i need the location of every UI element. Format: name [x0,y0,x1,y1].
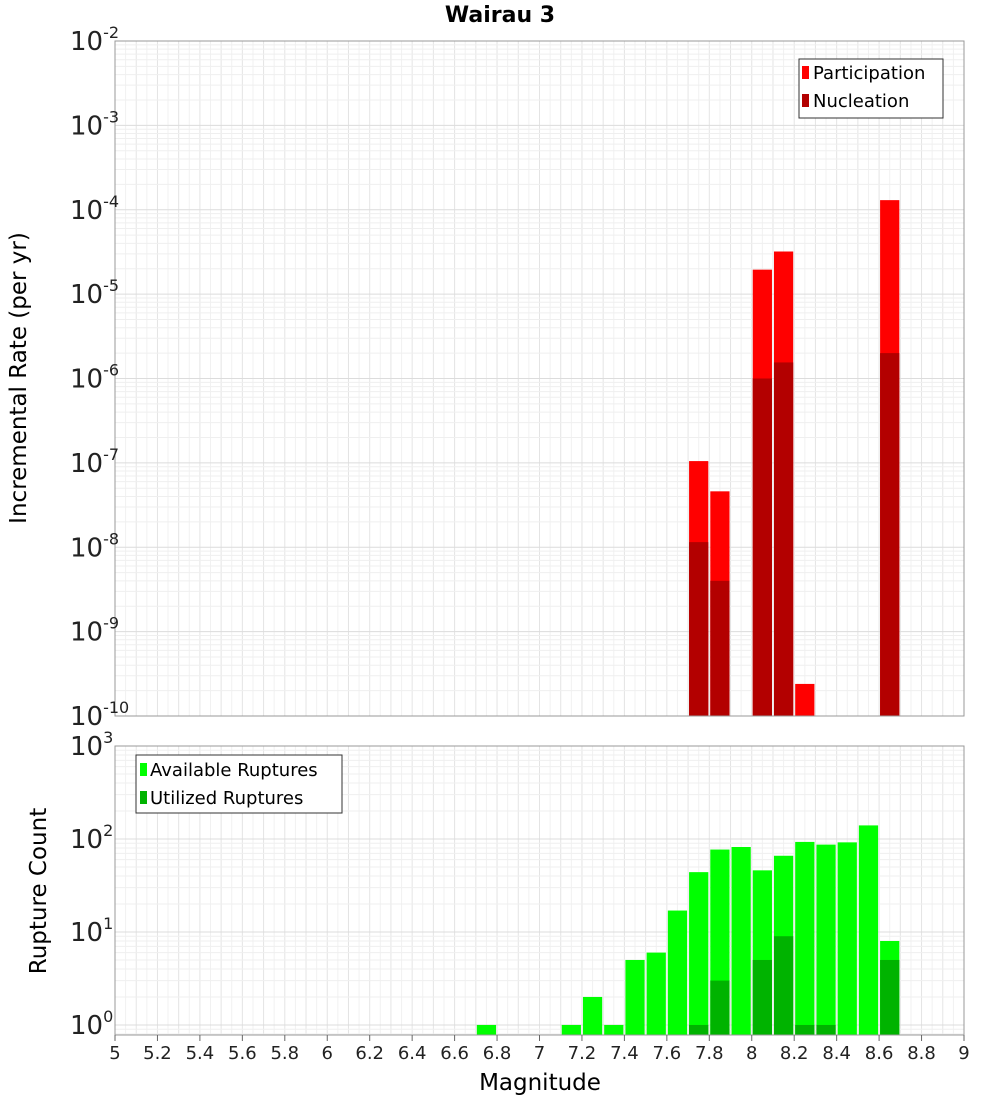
available-rupture-bar [646,952,666,1035]
x-tick-label: 5 [109,1043,120,1064]
available-rupture-bar [816,844,836,1035]
x-tick-label: 8.8 [907,1043,936,1064]
utilized-legend-label: Utilized Ruptures [150,788,303,809]
count-legend-box [135,754,343,814]
available-legend-swatch [140,763,147,776]
x-tick-label: 7.6 [653,1043,682,1064]
nucleation-bar [773,362,794,716]
rate-legend: Participation Nucleation [798,58,944,119]
x-tick-label: 7.2 [568,1043,597,1064]
utilized-rupture-bar [689,1024,709,1035]
y-tick-label: 10-8 [70,529,119,563]
rate-y-tick-labels: 10-2 10-3 10-4 10-5 10-6 10-7 10-8 10-9 10-10 [70,23,129,732]
y-tick-label: 102 [70,821,113,855]
x-tick-label: 8.2 [780,1043,809,1064]
x-tick-labels: 5 5.2 5.4 5.6 5.8 6 6.2 6.4 6.6 6.8 7 7.2 7.4 7.6 7.8 8… [109,1035,970,1064]
utilized-rupture-bar [795,1024,815,1035]
rate-y-axis-label: Incremental Rate (per yr) [6,232,32,524]
participation-legend-swatch [802,66,809,79]
y-tick-label: 10-7 [70,445,119,479]
x-tick-label: 6.4 [398,1043,427,1064]
x-tick-label: 7.4 [610,1043,639,1064]
y-tick-label: 103 [70,728,113,762]
rate-plot-panel: 10-2 10-3 10-4 10-5 10-6 10-7 10-8 10-9 10-10 In… [6,23,965,732]
nucleation-bar [880,353,900,716]
x-tick-label: 6.2 [355,1043,384,1064]
rate-legend-box [798,58,944,119]
available-rupture-bar [689,872,709,1035]
utilized-rupture-bars [689,936,900,1035]
available-rupture-bar [604,1024,624,1035]
x-tick-label: 6 [322,1043,333,1064]
rate-plot-grid [114,40,965,717]
y-tick-label: 10-5 [70,276,119,310]
x-axis-label: Magnitude [479,1070,601,1096]
x-tick-label: 8.6 [865,1043,894,1064]
nucleation-bar [752,378,772,716]
x-tick-label: 5.4 [186,1043,215,1064]
y-tick-label: 10-4 [70,192,119,226]
y-tick-label: 10-2 [70,23,119,57]
y-tick-label: 101 [70,914,113,948]
available-rupture-bar [837,842,857,1035]
y-tick-label: 10-3 [70,107,119,141]
available-rupture-bar [858,825,879,1035]
utilized-legend-swatch [140,791,147,804]
x-tick-label: 5.6 [228,1043,257,1064]
x-tick-label: 8 [746,1043,757,1064]
nucleation-legend-swatch [802,94,809,107]
y-tick-label: 10-10 [70,698,129,732]
participation-legend-label: Participation [813,63,925,84]
count-y-tick-labels: 103 102 101 100 [70,728,113,1041]
utilized-rupture-bar [816,1024,836,1035]
x-tick-label: 8.4 [822,1043,851,1064]
y-tick-label: 10-6 [70,361,119,395]
x-tick-label: 5.8 [270,1043,299,1064]
nucleation-bar [710,580,730,716]
x-tick-label: 9 [958,1043,969,1064]
available-rupture-bar [795,841,815,1035]
nucleation-bars [689,353,900,716]
available-rupture-bar [667,910,688,1035]
available-rupture-bar [582,996,603,1035]
utilized-rupture-bar [752,959,772,1035]
x-tick-label: 6.6 [440,1043,469,1064]
x-tick-label: 5.2 [143,1043,172,1064]
count-y-axis-label: Rupture Count [26,808,52,974]
chart-title: Wairau 3 [445,3,555,28]
y-tick-label: 10-9 [70,614,119,648]
x-tick-label: 6.8 [483,1043,512,1064]
count-legend: Available Ruptures Utilized Ruptures [135,754,343,814]
available-rupture-bar [561,1024,581,1035]
utilized-rupture-bar [880,959,900,1035]
available-legend-label: Available Ruptures [150,760,318,781]
participation-bar [795,683,815,716]
nucleation-bar [689,542,709,716]
available-rupture-bar [731,847,751,1035]
rate-plot-frame [114,40,965,717]
utilized-rupture-bar [773,936,794,1035]
nucleation-legend-label: Nucleation [813,91,909,112]
count-plot-panel: 103 102 101 100 Rupture Count Available Rup… [26,728,965,1041]
y-tick-label: 100 [70,1007,113,1041]
available-rupture-bar [625,959,645,1035]
x-tick-label: 7.8 [695,1043,724,1064]
available-rupture-bar [476,1024,497,1035]
x-tick-label: 7 [534,1043,545,1064]
utilized-rupture-bar [710,980,730,1035]
